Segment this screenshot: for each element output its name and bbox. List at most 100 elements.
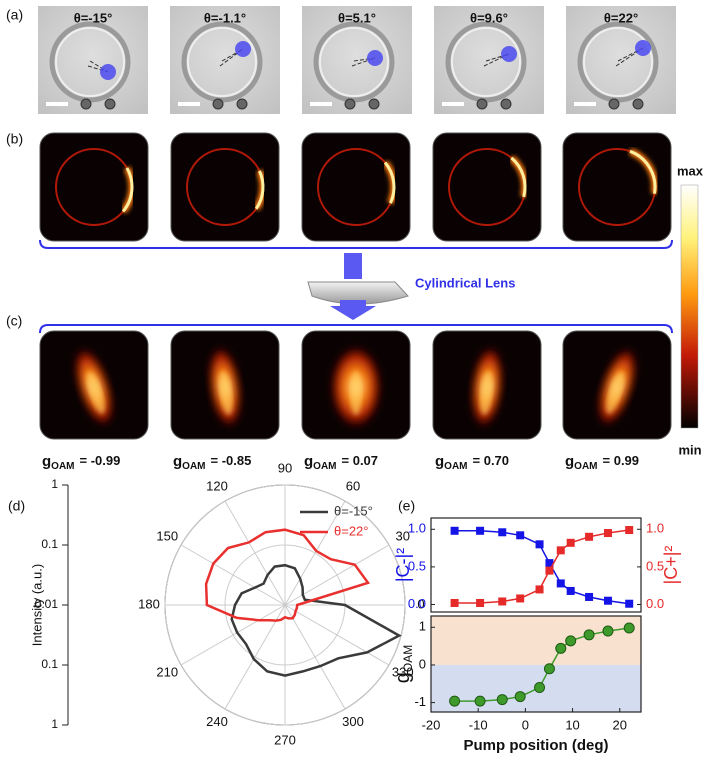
dash: [353, 57, 376, 62]
dash: [617, 47, 644, 62]
farfield-tile: [301, 330, 411, 440]
y-axis-label: gOAM: [392, 645, 415, 683]
emission-tile: [39, 132, 149, 242]
ring: [49, 21, 131, 103]
particle: [476, 98, 488, 110]
positive-region: [431, 616, 641, 665]
marker: [565, 635, 577, 647]
g-value: = 0.99: [603, 453, 640, 468]
ring: [313, 21, 395, 103]
ring-inner: [451, 27, 521, 97]
grid-spoke: [180, 544, 286, 606]
marker: [498, 597, 507, 606]
scale-bar: [310, 102, 332, 106]
ring: [445, 21, 527, 103]
particle: [104, 98, 116, 110]
lens-label: Cylindrical Lens: [415, 275, 515, 290]
angle-title: θ=-15°: [74, 10, 113, 25]
panel-label: (d): [8, 498, 25, 514]
theta-tick-label: 60: [346, 479, 360, 494]
marker: [623, 622, 635, 634]
r-axis-label: Intensity (a.u.): [29, 564, 44, 646]
emission-tile: [170, 132, 280, 242]
theta-tick-label: 150: [156, 528, 178, 543]
angle-title: θ=5.1°: [338, 10, 376, 25]
y2-tick-label: 1.0: [646, 521, 664, 536]
micro-tile: θ=-15°: [38, 6, 148, 114]
scale-bar: [574, 102, 596, 106]
arrow-shaft: [344, 253, 362, 279]
grid-spoke: [224, 604, 286, 710]
theta-tick-label: 210: [156, 664, 178, 679]
micro-tile: θ=-1.1°: [170, 6, 280, 114]
micro-tile: θ=22°: [566, 6, 676, 114]
theta-tick-label: 180: [138, 596, 160, 611]
g-oam-label: gOAM = 0.07: [304, 453, 378, 472]
legend-label: θ=22°: [334, 523, 368, 538]
x-tick-label: -20: [422, 717, 441, 732]
g-oam-label: gOAM = -0.85: [173, 453, 251, 472]
theta-tick-label: 240: [206, 714, 228, 729]
g-symbol: g: [173, 453, 182, 470]
core: [350, 371, 362, 415]
core: [219, 371, 233, 415]
theta-tick-label: 30: [396, 528, 410, 543]
y-tick-label: 1: [419, 619, 426, 634]
marker: [583, 629, 595, 641]
pump-spot: [100, 64, 116, 80]
g-subscript: OAM: [444, 461, 467, 472]
marker: [514, 691, 526, 703]
grid-spoke: [284, 500, 346, 606]
scale-bar: [46, 102, 68, 106]
panel-label: (b): [6, 131, 23, 147]
polar-curve: [204, 528, 371, 622]
y2-tick-label: 0.0: [646, 596, 664, 611]
g-value: = 0.70: [473, 453, 510, 468]
panel-label: (a): [6, 7, 23, 23]
scale-bar: [442, 102, 464, 106]
pump-spot: [501, 46, 517, 62]
colorbar-max: max: [677, 163, 704, 178]
dash: [87, 65, 109, 73]
y2-axis-label: |C+|²: [661, 546, 681, 585]
marker: [450, 526, 459, 535]
particle: [500, 98, 512, 110]
y-tick-label: 1.0: [408, 521, 426, 536]
y2-tick-label: 0.5: [646, 558, 664, 573]
g-value: = -0.99: [80, 453, 121, 468]
arrow-head: [330, 300, 376, 320]
theta-tick-label: 120: [206, 479, 228, 494]
marker: [535, 540, 544, 549]
x-tick-label: 0: [522, 717, 529, 732]
marker: [556, 579, 565, 588]
r-tick-label: 0.1: [41, 537, 58, 551]
emission-tile: [301, 132, 411, 242]
g-oam-label: gOAM = 0.70: [435, 453, 509, 472]
farfield-tile: [562, 330, 672, 440]
x-axis-label: Pump position (deg): [464, 737, 609, 754]
ring: [181, 21, 263, 103]
marker: [476, 598, 485, 607]
marker: [545, 559, 554, 568]
micro-tile: θ=5.1°: [302, 6, 412, 114]
g-value: = 0.07: [342, 453, 379, 468]
g-value: = -0.85: [211, 453, 252, 468]
grid-spoke: [180, 604, 286, 666]
g-subscript: OAM: [51, 461, 74, 472]
ring-inner: [187, 27, 257, 97]
marker: [585, 532, 594, 541]
pump-spot: [235, 41, 251, 57]
particle: [80, 98, 92, 110]
marker: [545, 566, 554, 575]
bracket: [39, 239, 673, 249]
bright-arc: [510, 156, 527, 198]
g-subscript: OAM: [313, 461, 336, 472]
marker: [535, 585, 544, 594]
y-tick-label: -1: [414, 694, 426, 709]
grid-spoke: [284, 544, 390, 606]
panel-label: (e): [398, 498, 415, 514]
scale-bar: [178, 102, 200, 106]
y-label-main: g: [392, 672, 414, 683]
marker: [449, 695, 461, 707]
